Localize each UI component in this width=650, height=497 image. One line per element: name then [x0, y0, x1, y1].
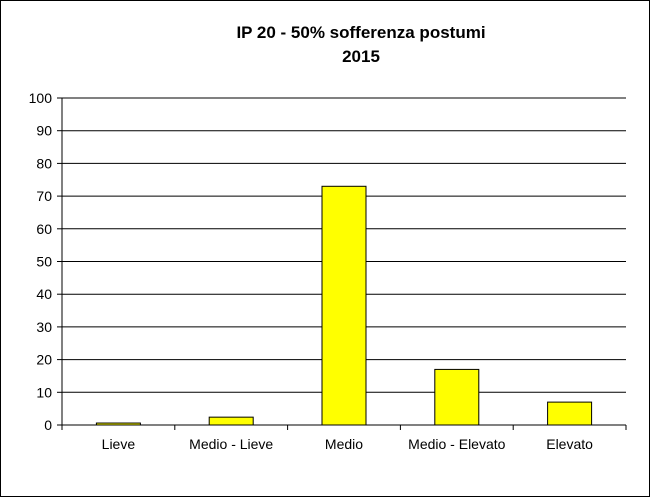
y-tick-label: 0 — [44, 417, 52, 433]
y-tick-label: 30 — [36, 319, 52, 335]
bar — [321, 185, 367, 426]
x-tick-label: Medio - Lieve — [189, 436, 273, 452]
chart-title: IP 20 - 50% sofferenza postumi — [236, 23, 485, 42]
y-tick-label: 100 — [29, 90, 53, 106]
y-tick-label: 40 — [36, 286, 52, 302]
y-tick-label: 10 — [36, 384, 52, 400]
bar — [208, 416, 254, 426]
y-tick-label: 60 — [36, 221, 52, 237]
x-tick-label: Elevato — [546, 436, 593, 452]
y-tick-label: 70 — [36, 188, 52, 204]
x-tick-label: Lieve — [102, 436, 136, 452]
bar — [547, 401, 593, 426]
y-tick-label: 20 — [36, 352, 52, 368]
x-tick-label: Medio — [325, 436, 363, 452]
y-tick-label: 50 — [36, 254, 52, 270]
bar — [434, 368, 480, 426]
chart-subtitle: 2015 — [342, 47, 380, 66]
y-tick-label: 90 — [36, 123, 52, 139]
x-tick-label: Medio - Elevato — [408, 436, 505, 452]
y-tick-label: 80 — [36, 155, 52, 171]
bar — [95, 422, 141, 426]
